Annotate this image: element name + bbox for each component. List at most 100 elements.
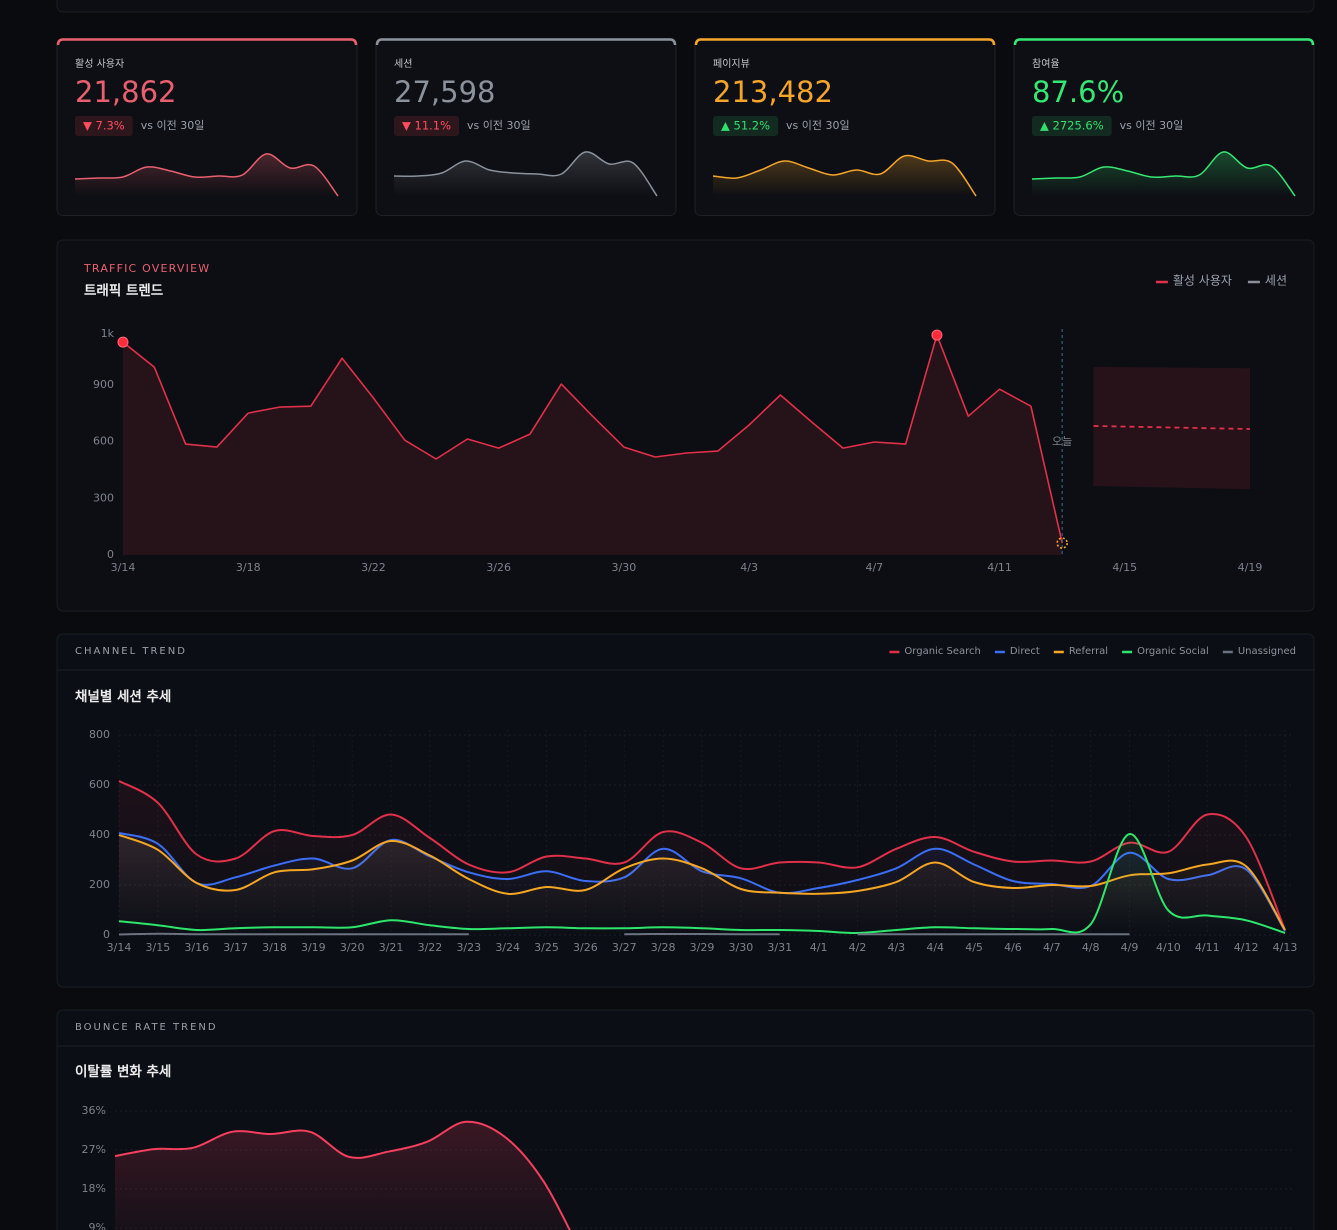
series-area xyxy=(119,833,1285,935)
kpi-value: 21,862 xyxy=(75,75,176,109)
x-tick-label: 4/3 xyxy=(740,561,758,574)
y-tick-label: 200 xyxy=(89,878,110,891)
x-tick-label: 3/14 xyxy=(107,941,132,954)
kpi-value: 87.6% xyxy=(1032,75,1124,109)
x-tick-label: 4/19 xyxy=(1238,561,1263,574)
legend-label: Organic Social xyxy=(1137,646,1209,657)
y-tick-label: 36% xyxy=(82,1104,106,1117)
x-tick-label: 3/30 xyxy=(612,561,637,574)
kpi-change-badge xyxy=(713,116,779,136)
chart-eyebrow: TRAFFIC OVERVIEW xyxy=(83,262,210,275)
chart-title: 이탈률 변화 추세 xyxy=(75,1063,171,1080)
kpi-compare: vs 이전 30일 xyxy=(467,118,531,132)
chart-panel xyxy=(56,239,1315,612)
series-line xyxy=(122,334,1063,544)
kpi-value: 27,598 xyxy=(394,75,495,109)
x-tick-label: 4/7 xyxy=(865,561,883,574)
y-tick-label: 1k xyxy=(101,327,115,340)
legend-label: Direct xyxy=(1010,646,1040,657)
kpi-change-badge xyxy=(394,116,460,136)
legend-label: 세션 xyxy=(1265,274,1287,288)
x-tick-label: 3/17 xyxy=(223,941,248,954)
sparkline-area xyxy=(713,155,976,196)
x-tick-label: 4/8 xyxy=(1082,941,1100,954)
y-tick-label: 600 xyxy=(93,435,114,448)
sparkline xyxy=(393,151,658,197)
x-tick-label: 3/20 xyxy=(340,941,365,954)
x-tick-label: 4/12 xyxy=(1234,941,1259,954)
y-tick-label: 400 xyxy=(89,828,110,841)
y-tick-label: 800 xyxy=(89,728,110,741)
y-tick-label: 300 xyxy=(93,491,114,504)
kpi-label: 참여율 xyxy=(1032,58,1060,70)
x-tick-label: 3/16 xyxy=(184,941,209,954)
x-tick-label: 4/13 xyxy=(1273,941,1298,954)
y-tick-label: 900 xyxy=(93,378,114,391)
kpi-label: 세션 xyxy=(394,58,412,70)
sparkline xyxy=(712,154,977,197)
y-tick-label: 18% xyxy=(82,1182,106,1195)
series-line xyxy=(118,834,1286,931)
series-area xyxy=(123,335,1063,555)
series-line xyxy=(118,780,1286,931)
x-tick-label: 4/11 xyxy=(1195,941,1220,954)
y-tick-label: 600 xyxy=(89,778,110,791)
kpi-change: ▼ 7.3% xyxy=(83,119,125,133)
x-tick-label: 3/25 xyxy=(534,941,559,954)
sparkline-area xyxy=(75,153,338,196)
kpi-accent xyxy=(694,38,996,46)
x-tick-label: 4/10 xyxy=(1156,941,1181,954)
y-tick-label: 9% xyxy=(89,1221,106,1230)
x-tick-label: 3/27 xyxy=(612,941,637,954)
highlight-point xyxy=(931,329,943,341)
forecast-line xyxy=(1093,425,1251,430)
x-tick-label: 3/18 xyxy=(236,561,261,574)
x-tick-label: 4/15 xyxy=(1112,561,1137,574)
y-tick-label: 27% xyxy=(82,1143,106,1156)
legend-label: Unassigned xyxy=(1238,646,1296,657)
kpi-change-badge xyxy=(1032,116,1112,136)
x-tick-label: 3/23 xyxy=(456,941,481,954)
kpi-change: ▲ 2725.6% xyxy=(1040,119,1104,133)
kpi-value: 213,482 xyxy=(713,75,833,109)
kpi-change: ▲ 51.2% xyxy=(721,119,770,133)
kpi-compare: vs 이전 30일 xyxy=(786,118,850,132)
x-tick-label: 3/30 xyxy=(729,941,754,954)
x-tick-label: 3/26 xyxy=(486,561,511,574)
x-tick-label: 4/3 xyxy=(887,941,905,954)
kpi-compare: vs 이전 30일 xyxy=(141,118,205,132)
x-tick-label: 4/1 xyxy=(810,941,828,954)
x-tick-label: 3/28 xyxy=(651,941,676,954)
y-tick-label: 0 xyxy=(107,548,114,561)
today-label: 오늘 xyxy=(1052,435,1072,448)
x-tick-label: 3/21 xyxy=(379,941,404,954)
forecast-band xyxy=(1093,367,1250,490)
x-tick-label: 4/7 xyxy=(1043,941,1061,954)
kpi-accent xyxy=(56,38,358,46)
series-area xyxy=(115,1121,570,1230)
legend-label: Referral xyxy=(1069,646,1108,657)
x-tick-label: 3/24 xyxy=(495,941,520,954)
x-tick-label: 3/22 xyxy=(418,941,443,954)
sparkline-area xyxy=(1032,151,1295,196)
x-tick-label: 4/11 xyxy=(987,561,1012,574)
y-tick-label: 0 xyxy=(103,928,110,941)
x-tick-label: 3/22 xyxy=(361,561,386,574)
x-tick-label: 3/31 xyxy=(767,941,792,954)
legend-label: 활성 사용자 xyxy=(1173,274,1232,288)
sparkline xyxy=(74,153,339,197)
series-line xyxy=(118,833,1286,935)
last-point xyxy=(1056,537,1068,549)
kpi-compare: vs 이전 30일 xyxy=(1120,118,1184,132)
kpi-accent xyxy=(1013,38,1315,46)
chart-title: 채널별 세션 추세 xyxy=(75,688,171,705)
kpi-label: 페이지뷰 xyxy=(713,58,750,70)
kpi-change: ▼ 11.1% xyxy=(402,119,451,133)
x-tick-label: 4/6 xyxy=(1004,941,1022,954)
x-tick-label: 3/18 xyxy=(262,941,287,954)
x-tick-label: 3/15 xyxy=(146,941,171,954)
x-tick-label: 4/9 xyxy=(1121,941,1139,954)
sparkline xyxy=(1031,151,1296,197)
